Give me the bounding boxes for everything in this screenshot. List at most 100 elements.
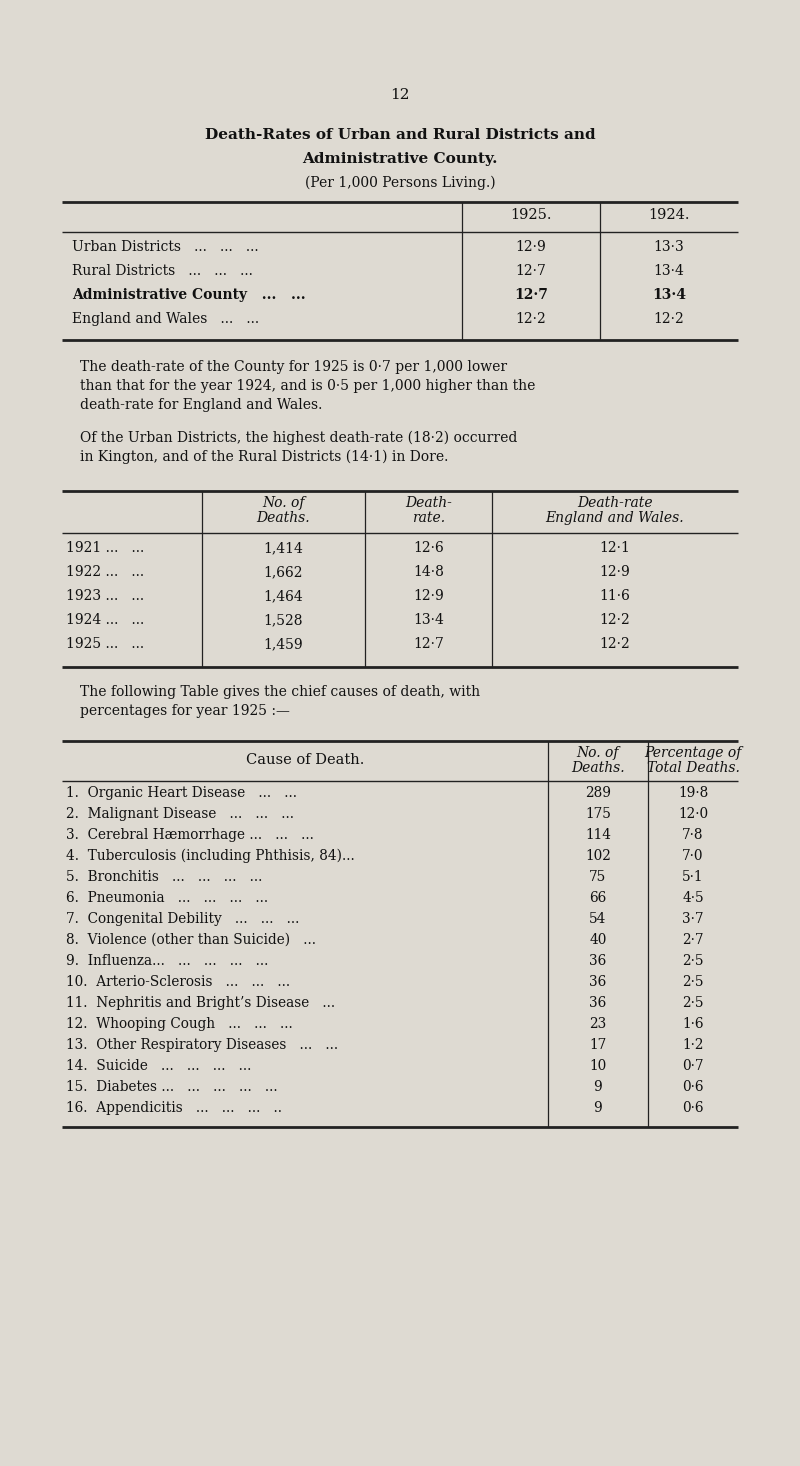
Text: Death-: Death- bbox=[405, 496, 452, 510]
Text: rate.: rate. bbox=[412, 512, 445, 525]
Text: 36: 36 bbox=[590, 975, 606, 990]
Text: Death-Rates of Urban and Rural Districts and: Death-Rates of Urban and Rural Districts… bbox=[205, 128, 595, 142]
Text: 0·7: 0·7 bbox=[682, 1058, 704, 1073]
Text: 13·3: 13·3 bbox=[654, 240, 684, 254]
Text: 10: 10 bbox=[590, 1058, 606, 1073]
Text: 1925.: 1925. bbox=[510, 208, 552, 221]
Text: percentages for year 1925 :—: percentages for year 1925 :— bbox=[80, 704, 290, 718]
Text: 2·5: 2·5 bbox=[682, 995, 704, 1010]
Text: 9.  Influenza...   ...   ...   ...   ...: 9. Influenza... ... ... ... ... bbox=[66, 954, 268, 968]
Text: 289: 289 bbox=[585, 786, 611, 800]
Text: 1923 ...   ...: 1923 ... ... bbox=[66, 589, 144, 603]
Text: 10.  Arterio-Sclerosis   ...   ...   ...: 10. Arterio-Sclerosis ... ... ... bbox=[66, 975, 290, 990]
Text: 12·2: 12·2 bbox=[516, 312, 546, 325]
Text: 0·6: 0·6 bbox=[682, 1080, 704, 1094]
Text: 102: 102 bbox=[585, 849, 611, 863]
Text: 23: 23 bbox=[590, 1017, 606, 1031]
Text: 54: 54 bbox=[590, 912, 606, 927]
Text: 1924 ...   ...: 1924 ... ... bbox=[66, 613, 144, 627]
Text: 12·2: 12·2 bbox=[654, 312, 684, 325]
Text: 0·6: 0·6 bbox=[682, 1101, 704, 1116]
Text: 75: 75 bbox=[590, 869, 606, 884]
Text: Administrative County   ...   ...: Administrative County ... ... bbox=[72, 287, 306, 302]
Text: 4.  Tuberculosis (including Phthisis, 84)...: 4. Tuberculosis (including Phthisis, 84)… bbox=[66, 849, 354, 863]
Text: 19·8: 19·8 bbox=[678, 786, 708, 800]
Text: 13·4: 13·4 bbox=[652, 287, 686, 302]
Text: 1922 ...   ...: 1922 ... ... bbox=[66, 564, 144, 579]
Text: 1,464: 1,464 bbox=[264, 589, 303, 603]
Text: 2.  Malignant Disease   ...   ...   ...: 2. Malignant Disease ... ... ... bbox=[66, 806, 294, 821]
Text: 12·7: 12·7 bbox=[413, 638, 444, 651]
Text: Percentage of: Percentage of bbox=[644, 746, 742, 759]
Text: 12·6: 12·6 bbox=[413, 541, 444, 556]
Text: 2·5: 2·5 bbox=[682, 954, 704, 968]
Text: 5·1: 5·1 bbox=[682, 869, 704, 884]
Text: 12·1: 12·1 bbox=[599, 541, 630, 556]
Text: Death-rate: Death-rate bbox=[577, 496, 653, 510]
Text: Total Deaths.: Total Deaths. bbox=[646, 761, 739, 776]
Text: 12·7: 12·7 bbox=[514, 287, 548, 302]
Text: 1921 ...   ...: 1921 ... ... bbox=[66, 541, 144, 556]
Text: 1925 ...   ...: 1925 ... ... bbox=[66, 638, 144, 651]
Text: 1924.: 1924. bbox=[648, 208, 690, 221]
Text: 9: 9 bbox=[594, 1080, 602, 1094]
Text: Of the Urban Districts, the highest death-rate (18·2) occurred: Of the Urban Districts, the highest deat… bbox=[80, 431, 518, 446]
Text: 4·5: 4·5 bbox=[682, 891, 704, 905]
Text: 12·0: 12·0 bbox=[678, 806, 708, 821]
Text: 12: 12 bbox=[390, 88, 410, 103]
Text: 12·9: 12·9 bbox=[413, 589, 444, 603]
Text: 12·9: 12·9 bbox=[600, 564, 630, 579]
Text: 7·0: 7·0 bbox=[682, 849, 704, 863]
Text: 15.  Diabetes ...   ...   ...   ...   ...: 15. Diabetes ... ... ... ... ... bbox=[66, 1080, 278, 1094]
Text: 7·8: 7·8 bbox=[682, 828, 704, 841]
Text: 14.  Suicide   ...   ...   ...   ...: 14. Suicide ... ... ... ... bbox=[66, 1058, 251, 1073]
Text: Cause of Death.: Cause of Death. bbox=[246, 754, 364, 767]
Text: England and Wales   ...   ...: England and Wales ... ... bbox=[72, 312, 259, 325]
Text: England and Wales.: England and Wales. bbox=[546, 512, 684, 525]
Text: 1·6: 1·6 bbox=[682, 1017, 704, 1031]
Text: 12·7: 12·7 bbox=[515, 264, 546, 279]
Text: 1,414: 1,414 bbox=[263, 541, 303, 556]
Text: 1,662: 1,662 bbox=[264, 564, 303, 579]
Text: 5.  Bronchitis   ...   ...   ...   ...: 5. Bronchitis ... ... ... ... bbox=[66, 869, 262, 884]
Text: Deaths.: Deaths. bbox=[571, 761, 625, 776]
Text: No. of: No. of bbox=[577, 746, 619, 759]
Text: 6.  Pneumonia   ...   ...   ...   ...: 6. Pneumonia ... ... ... ... bbox=[66, 891, 268, 905]
Text: 1,528: 1,528 bbox=[264, 613, 303, 627]
Text: 1·2: 1·2 bbox=[682, 1038, 704, 1053]
Text: 175: 175 bbox=[585, 806, 611, 821]
Text: 8.  Violence (other than Suicide)   ...: 8. Violence (other than Suicide) ... bbox=[66, 932, 316, 947]
Text: 1.  Organic Heart Disease   ...   ...: 1. Organic Heart Disease ... ... bbox=[66, 786, 297, 800]
Text: 2·7: 2·7 bbox=[682, 932, 704, 947]
Text: death-rate for England and Wales.: death-rate for England and Wales. bbox=[80, 397, 322, 412]
Text: 36: 36 bbox=[590, 995, 606, 1010]
Text: 3·7: 3·7 bbox=[682, 912, 704, 927]
Text: than that for the year 1924, and is 0·5 per 1,000 higher than the: than that for the year 1924, and is 0·5 … bbox=[80, 380, 535, 393]
Text: 12·9: 12·9 bbox=[516, 240, 546, 254]
Text: 11·6: 11·6 bbox=[599, 589, 630, 603]
Text: 13·4: 13·4 bbox=[413, 613, 444, 627]
Text: 12.  Whooping Cough   ...   ...   ...: 12. Whooping Cough ... ... ... bbox=[66, 1017, 293, 1031]
Text: 114: 114 bbox=[585, 828, 611, 841]
Text: The following Table gives the chief causes of death, with: The following Table gives the chief caus… bbox=[80, 685, 480, 699]
Text: Urban Districts   ...   ...   ...: Urban Districts ... ... ... bbox=[72, 240, 258, 254]
Text: 12·2: 12·2 bbox=[600, 638, 630, 651]
Text: 2·5: 2·5 bbox=[682, 975, 704, 990]
Text: 16.  Appendicitis   ...   ...   ...   ..: 16. Appendicitis ... ... ... .. bbox=[66, 1101, 282, 1116]
Text: 7.  Congenital Debility   ...   ...   ...: 7. Congenital Debility ... ... ... bbox=[66, 912, 299, 927]
Text: 14·8: 14·8 bbox=[413, 564, 444, 579]
Text: 36: 36 bbox=[590, 954, 606, 968]
Text: 17: 17 bbox=[590, 1038, 606, 1053]
Text: Deaths.: Deaths. bbox=[257, 512, 310, 525]
Text: 13.  Other Respiratory Diseases   ...   ...: 13. Other Respiratory Diseases ... ... bbox=[66, 1038, 338, 1053]
Text: 66: 66 bbox=[590, 891, 606, 905]
Text: 13·4: 13·4 bbox=[654, 264, 685, 279]
Text: 9: 9 bbox=[594, 1101, 602, 1116]
Text: 11.  Nephritis and Bright’s Disease   ...: 11. Nephritis and Bright’s Disease ... bbox=[66, 995, 335, 1010]
Text: in Kington, and of the Rural Districts (14·1) in Dore.: in Kington, and of the Rural Districts (… bbox=[80, 450, 448, 465]
Text: No. of: No. of bbox=[262, 496, 305, 510]
Text: 12·2: 12·2 bbox=[600, 613, 630, 627]
Text: 1,459: 1,459 bbox=[264, 638, 303, 651]
Text: 3.  Cerebral Hæmorrhage ...   ...   ...: 3. Cerebral Hæmorrhage ... ... ... bbox=[66, 828, 314, 841]
Text: Rural Districts   ...   ...   ...: Rural Districts ... ... ... bbox=[72, 264, 253, 279]
